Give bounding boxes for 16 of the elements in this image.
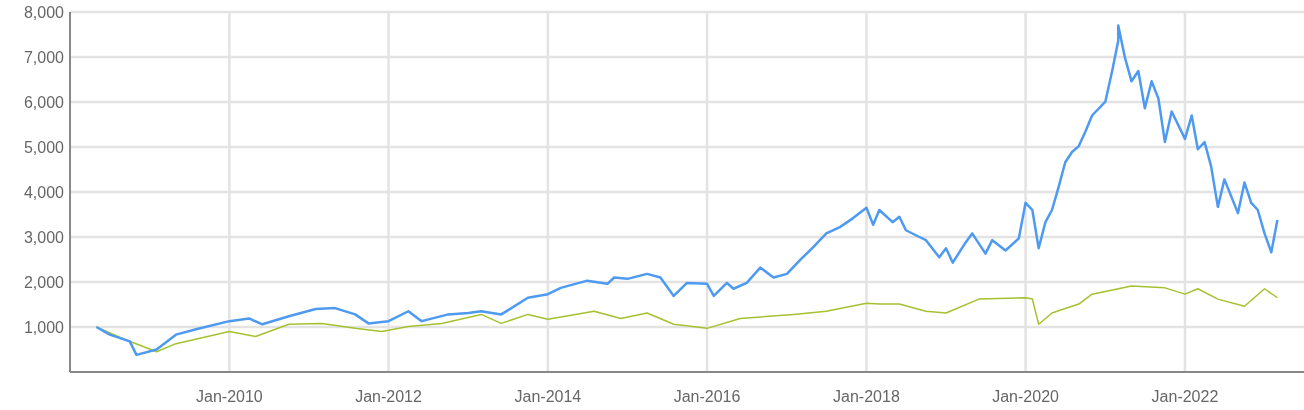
y-tick-label: 5,000 [23,138,65,156]
y-tick-label: 6,000 [23,93,65,111]
x-tick-label: Jan-2018 [833,388,900,405]
x-tick-label: Jan-2010 [196,388,263,405]
x-tick-label: Jan-2022 [1151,388,1219,405]
y-tick-label: 3,000 [23,228,65,246]
y-tick-label: 4,000 [23,183,65,201]
x-tick-label: Jan-2016 [673,388,741,405]
y-tick-label: 7,000 [23,48,65,66]
x-tick-label: Jan-2012 [355,388,422,405]
y-tick-label: 1,000 [23,318,65,336]
x-tick-label: Jan-2020 [992,388,1060,405]
x-tick-label: Jan-2014 [514,388,582,405]
y-tick-label: 8,000 [23,3,65,21]
line-series [95,24,1279,357]
y-tick-label: 2,000 [23,273,65,291]
